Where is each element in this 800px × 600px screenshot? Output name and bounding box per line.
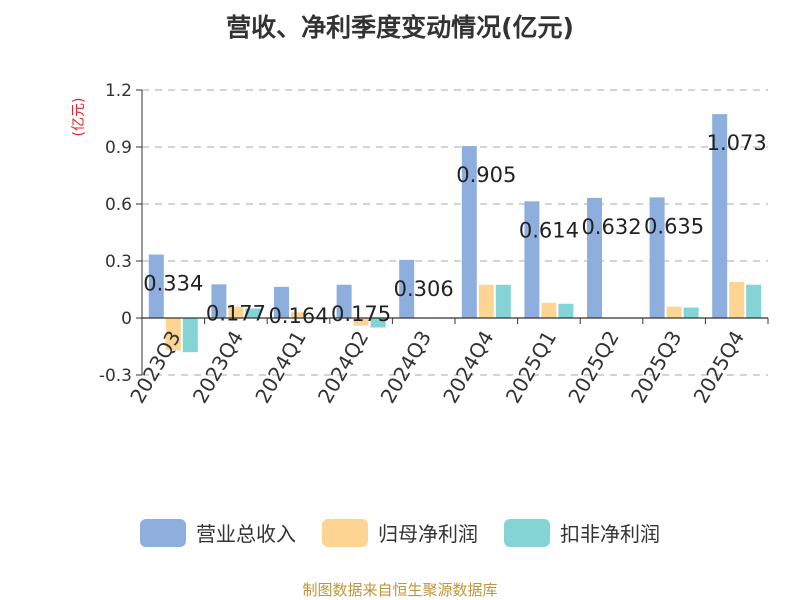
data-label: 0.905: [456, 163, 516, 187]
x-category-label: 2024Q4: [438, 327, 498, 408]
bar: [495, 284, 511, 318]
legend-item-revenue[interactable]: 营业总收入: [140, 518, 296, 547]
data-label: 0.175: [331, 302, 391, 326]
data-label: 1.073: [707, 131, 767, 155]
bar: [541, 302, 557, 318]
legend-item-net-profit[interactable]: 归母净利润: [322, 518, 478, 547]
chart-title: 营收、净利季度变动情况(亿元): [226, 13, 574, 42]
bars: [148, 114, 762, 353]
bar: [165, 318, 181, 351]
bar: [524, 201, 540, 318]
bar: [245, 308, 261, 318]
bar: [666, 306, 682, 318]
bar: [182, 318, 198, 353]
bar: [712, 114, 728, 318]
x-category-label: 2025Q3: [626, 327, 686, 408]
bar: [558, 303, 574, 318]
legend-swatch-revenue: [140, 518, 186, 547]
y-tick-label: 0: [121, 309, 132, 329]
legend-item-deducted-net-profit[interactable]: 扣非净利润: [504, 518, 660, 547]
x-axis-categories: 2023Q3 2023Q4 2024Q1 2024Q2 2024Q3 2024Q4 2025…: [125, 327, 749, 408]
data-label: 0.635: [644, 214, 704, 238]
bar: [336, 284, 352, 318]
x-category-label: 2025Q1: [501, 327, 561, 408]
legend-swatch-deducted-net-profit: [504, 518, 550, 547]
bar: [746, 284, 762, 318]
x-category-label: 2025Q4: [689, 327, 749, 408]
legend-label-deducted-net-profit: 扣非净利润: [560, 522, 660, 546]
y-axis-ticks: 1.2 0.9 0.6 0.3 0 -0.3: [99, 81, 142, 386]
data-label: 0.177: [206, 301, 266, 325]
axes: [141, 90, 769, 375]
bar: [587, 197, 602, 318]
bar: [461, 146, 477, 318]
bar: [649, 197, 665, 318]
y-tick-label: 1.2: [105, 81, 132, 101]
legend-label-revenue: 营业总收入: [196, 522, 296, 546]
data-label: 0.632: [581, 215, 641, 239]
y-tick-label: -0.3: [99, 366, 132, 386]
source-note: 制图数据来自恒生聚源数据库: [302, 581, 498, 599]
data-label: 0.334: [143, 272, 203, 296]
bar: [399, 259, 415, 318]
y-axis-unit-label: (亿元): [71, 98, 87, 137]
data-label: 0.164: [268, 304, 328, 328]
legend: 营业总收入 归母净利润 扣非净利润: [0, 518, 800, 547]
bar: [353, 318, 369, 326]
bar: [683, 307, 699, 318]
bar: [211, 284, 227, 318]
bar: [274, 286, 289, 318]
x-category-label: 2023Q3: [125, 327, 185, 408]
data-label: 0.614: [519, 218, 579, 242]
legend-label-net-profit: 归母净利润: [378, 522, 478, 546]
bar: [228, 306, 244, 318]
bar: [729, 281, 745, 318]
bar: [478, 284, 494, 318]
data-label: 0.306: [394, 277, 454, 301]
x-category-label: 2025Q2: [563, 327, 623, 408]
bar: [370, 318, 386, 328]
y-tick-label: 0.6: [105, 195, 132, 215]
y-tick-label: 0.3: [105, 252, 132, 272]
x-category-label: 2024Q3: [376, 327, 436, 408]
bar: [291, 312, 306, 318]
legend-swatch-net-profit: [322, 518, 368, 547]
y-tick-label: 0.9: [105, 138, 132, 158]
x-category-label: 2024Q2: [313, 327, 373, 408]
x-category-label: 2024Q1: [250, 327, 310, 408]
bar: [148, 254, 164, 318]
